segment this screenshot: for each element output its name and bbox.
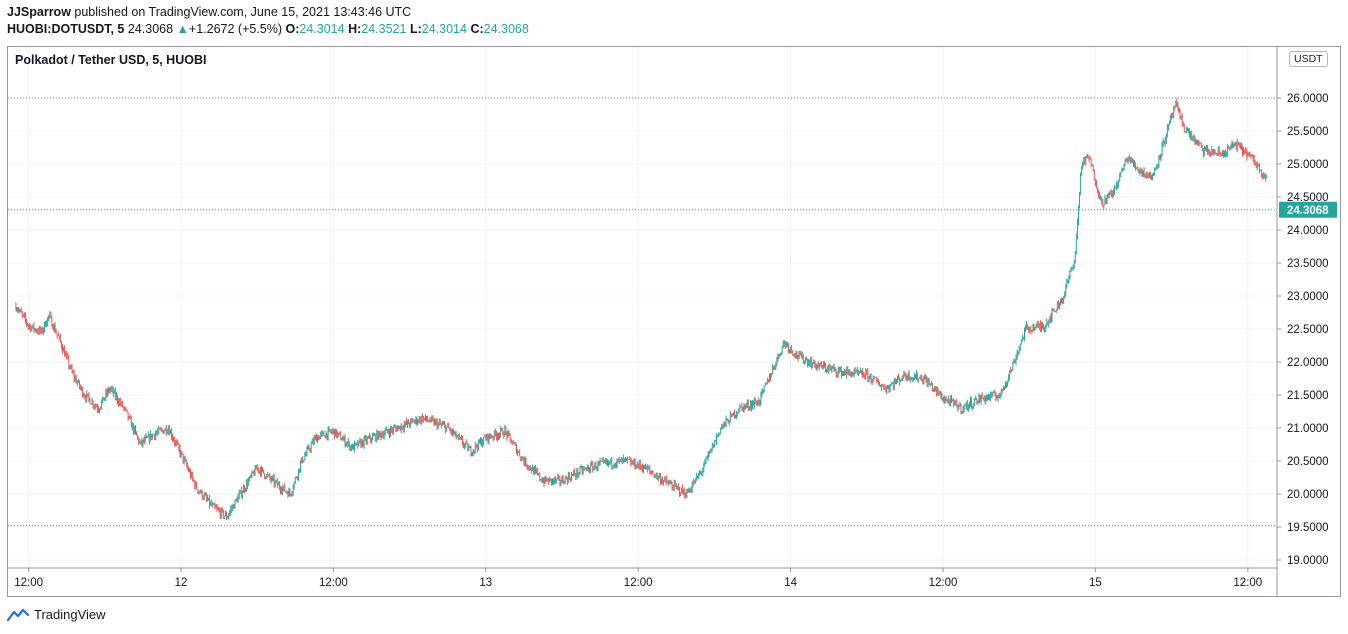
y-tick-label: 22.5000 [1287, 324, 1329, 336]
ohlc-legend: HUOBI:DOTUSDT, 5 24.3068 ▲+1.2672 (+5.5%… [7, 22, 529, 36]
x-tick-label: 12:00 [1233, 577, 1262, 589]
open-label: O: [285, 22, 300, 36]
high-value: 24.3521 [361, 22, 407, 36]
x-tick-label: 13 [479, 577, 492, 589]
footer-brand-text: TradingView [34, 607, 106, 622]
x-tick-label: 12:00 [14, 577, 43, 589]
close-label: C: [470, 22, 484, 36]
high-label: H: [348, 22, 362, 36]
publish-text: published on TradingView.com, June 15, 2… [70, 5, 412, 19]
x-tick-label: 12:00 [319, 577, 348, 589]
y-tick-label: 19.0000 [1287, 555, 1329, 567]
y-tick-label: 25.5000 [1287, 126, 1329, 138]
close-value: 24.3068 [483, 22, 529, 36]
y-tick-label: 25.0000 [1287, 159, 1329, 171]
y-tick-label: 23.5000 [1287, 258, 1329, 270]
currency-badge[interactable]: USDT [1289, 51, 1328, 67]
author-name[interactable]: JJSparrow [7, 5, 71, 19]
y-tick-label: 21.5000 [1287, 390, 1329, 402]
y-tick-label: 21.0000 [1287, 423, 1329, 435]
x-tick-label: 15 [1089, 577, 1102, 589]
last-price-badge-text: 24.3068 [1287, 205, 1329, 217]
footer-branding[interactable]: TradingView [7, 607, 106, 622]
candles-group [15, 98, 1268, 521]
publish-info: JJSparrow published on TradingView.com, … [7, 5, 411, 19]
y-tick-label: 20.5000 [1287, 456, 1329, 468]
y-tick-label: 24.5000 [1287, 192, 1329, 204]
symbol-label: HUOBI:DOTUSDT, 5 [7, 22, 125, 36]
chart-title: Polkadot / Tether USD, 5, HUOBI [15, 53, 207, 67]
y-tick-label: 23.0000 [1287, 291, 1329, 303]
y-tick-label: 20.0000 [1287, 489, 1329, 501]
y-tick-label: 24.0000 [1287, 225, 1329, 237]
y-tick-label: 26.0000 [1287, 93, 1329, 105]
chart-frame [7, 46, 1341, 597]
tradingview-logo-icon [7, 608, 29, 621]
x-tick-label: 14 [784, 577, 797, 589]
low-label: L: [409, 22, 422, 36]
x-tick-label: 12 [175, 577, 188, 589]
change-value: +1.2672 (+5.5%) [188, 22, 283, 36]
y-tick-label: 19.5000 [1287, 522, 1329, 534]
open-value: 24.3014 [299, 22, 345, 36]
last-price-badge [1279, 201, 1337, 218]
change-up-icon: ▲ [176, 22, 189, 36]
low-value: 24.3014 [421, 22, 467, 36]
y-tick-label: 22.0000 [1287, 357, 1329, 369]
x-tick-label: 12:00 [624, 577, 653, 589]
last-price: 24.3068 [127, 22, 174, 36]
x-tick-label: 12:00 [929, 577, 958, 589]
